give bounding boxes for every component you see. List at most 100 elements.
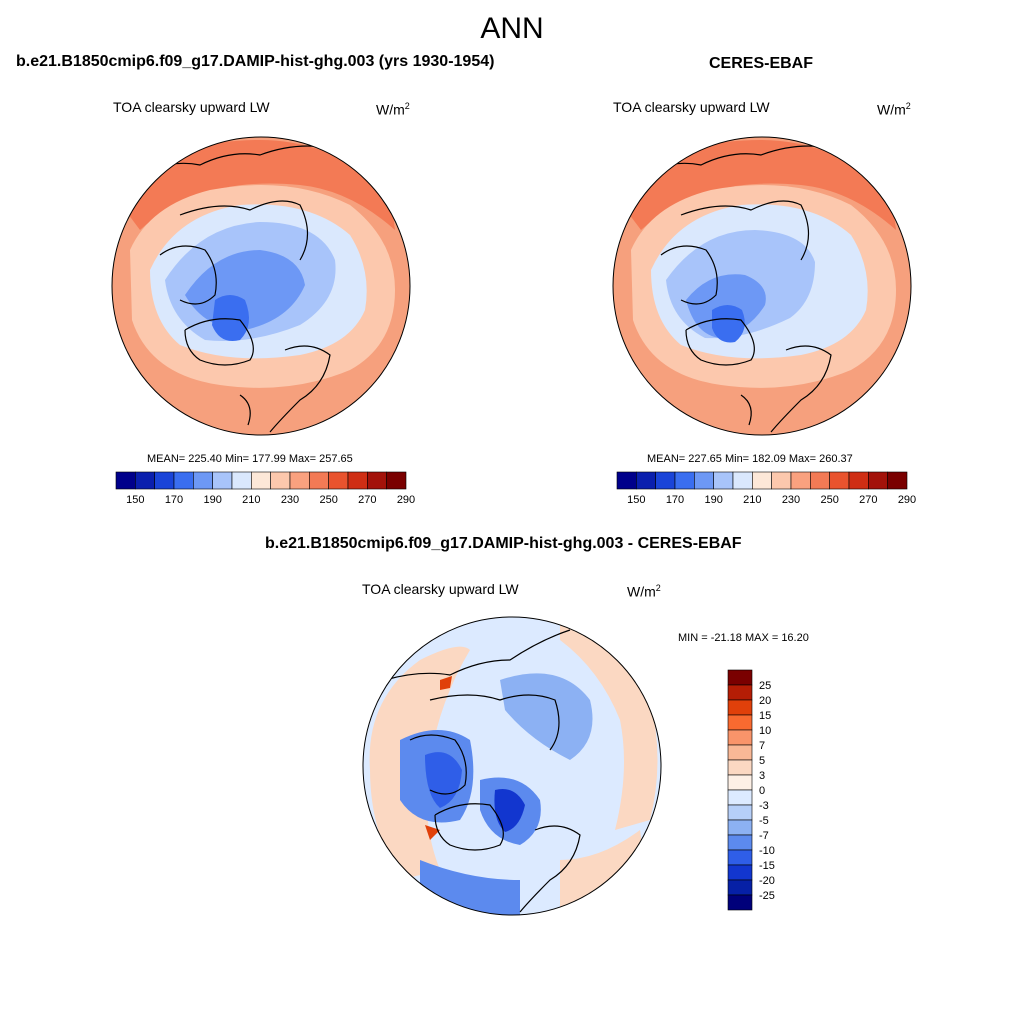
colorbar-swatch bbox=[887, 471, 908, 490]
colorbar-swatch bbox=[347, 471, 368, 490]
colorbar-swatch bbox=[309, 471, 329, 490]
colorbar-swatch bbox=[727, 864, 753, 881]
colorbar-swatch bbox=[193, 471, 213, 490]
colorbar-tick-label: -10 bbox=[759, 845, 775, 857]
colorbar-swatch bbox=[727, 759, 753, 776]
map-field-band bbox=[560, 620, 658, 830]
colorbar-tick-label: 290 bbox=[397, 494, 415, 506]
panel-obs-map-border bbox=[612, 136, 912, 436]
map-field-band bbox=[712, 305, 745, 343]
colorbar-swatch bbox=[868, 471, 888, 490]
colorbar-tick-label: 210 bbox=[743, 494, 761, 506]
colorbar-swatch bbox=[251, 471, 271, 490]
colorbar-tick-label: 150 bbox=[627, 494, 645, 506]
colorbar-tick-label: 230 bbox=[281, 494, 299, 506]
map-field-band bbox=[212, 295, 249, 341]
colorbar-swatch bbox=[829, 471, 850, 490]
colorbar-swatch bbox=[727, 729, 753, 746]
colorbar-swatch bbox=[115, 471, 136, 490]
panel-diff-map-border bbox=[362, 616, 662, 916]
colorbar-tick-label: 190 bbox=[203, 494, 221, 506]
colorbar-swatch bbox=[655, 471, 676, 490]
panel-obs-title: CERES-EBAF bbox=[709, 55, 814, 72]
panel-model-colorbar: 150 170 190 210 230 250 270 290 bbox=[115, 471, 415, 506]
panel-obs-colorbar: 150 170 190 210 230 250 270 290 bbox=[616, 471, 916, 506]
colorbar-swatch bbox=[727, 894, 753, 911]
colorbar-swatch bbox=[727, 714, 753, 731]
colorbar-swatch bbox=[732, 471, 753, 490]
map-field-band bbox=[494, 789, 525, 832]
colorbar-swatch bbox=[771, 471, 792, 490]
colorbar-tick-label: 25 bbox=[759, 680, 771, 692]
colorbar-swatch bbox=[135, 471, 155, 490]
colorbar-swatch bbox=[713, 471, 734, 490]
map-field-hotspot bbox=[425, 825, 440, 840]
colorbar-tick-label: -7 bbox=[759, 830, 769, 842]
map-field-band bbox=[613, 140, 896, 230]
panel-diff-colorbar: 25 20 15 10 7 5 3 0 -3 -5 -7 -10 -15 -20 -25 bbox=[727, 669, 775, 911]
colorbar-swatch bbox=[636, 471, 656, 490]
colorbar-tick-label: 170 bbox=[666, 494, 684, 506]
colorbar-tick-label: 20 bbox=[759, 695, 771, 707]
colorbar-swatch bbox=[727, 789, 753, 806]
colorbar-swatch bbox=[790, 471, 811, 490]
colorbar-tick-label: 250 bbox=[820, 494, 838, 506]
colorbar-tick-label: 10 bbox=[759, 725, 771, 737]
colorbar-swatch bbox=[270, 471, 291, 490]
colorbar-tick-label: -20 bbox=[759, 875, 775, 887]
colorbar-swatch bbox=[810, 471, 830, 490]
map-field-band bbox=[112, 140, 395, 230]
colorbar-swatch bbox=[727, 819, 753, 836]
colorbar-tick-label: 5 bbox=[759, 755, 765, 767]
panel-model-title: b.e21.B1850cmip6.f09_g17.DAMIP-hist-ghg.… bbox=[16, 53, 495, 70]
panel-model-map-border bbox=[111, 136, 411, 436]
coastlines bbox=[650, 145, 842, 433]
colorbar-swatch bbox=[616, 471, 637, 490]
colorbar-swatch bbox=[154, 471, 175, 490]
colorbar-swatch bbox=[727, 684, 753, 701]
colorbar-tick-label: 250 bbox=[319, 494, 337, 506]
colorbar-swatch bbox=[848, 471, 869, 490]
colorbar-tick-label: 7 bbox=[759, 740, 765, 752]
colorbar-tick-label: -3 bbox=[759, 800, 769, 812]
panel-diff-title: b.e21.B1850cmip6.f09_g17.DAMIP-hist-ghg.… bbox=[265, 535, 742, 552]
colorbar-swatch bbox=[727, 849, 753, 866]
colorbar-swatch bbox=[727, 879, 753, 896]
panel-model-variable: TOA clearsky upward LW bbox=[113, 99, 270, 115]
panel-diff-units: W/m2 bbox=[627, 583, 661, 600]
panel-model-units: W/m2 bbox=[376, 101, 410, 118]
coastlines bbox=[149, 145, 341, 433]
colorbar-swatch bbox=[694, 471, 714, 490]
colorbar-swatch bbox=[674, 471, 695, 490]
colorbar-swatch bbox=[727, 834, 753, 851]
colorbar-swatch bbox=[752, 471, 772, 490]
colorbar-swatch bbox=[727, 774, 753, 791]
figure-title: ANN bbox=[480, 12, 544, 45]
colorbar-swatch bbox=[289, 471, 310, 490]
colorbar-swatch bbox=[328, 471, 349, 490]
colorbar-tick-label: 190 bbox=[704, 494, 722, 506]
colorbar-swatch bbox=[727, 804, 753, 821]
colorbar-tick-label: 270 bbox=[859, 494, 877, 506]
map-field-band bbox=[425, 752, 462, 808]
panel-diff-map bbox=[363, 617, 661, 915]
panel-obs-map bbox=[613, 137, 911, 435]
panel-diff-stats: MIN = -21.18 MAX = 16.20 bbox=[678, 632, 809, 644]
colorbar-tick-label: 170 bbox=[165, 494, 183, 506]
colorbar-tick-label: 15 bbox=[759, 710, 771, 722]
panel-obs-stats: MEAN= 227.65 Min= 182.09 Max= 260.37 bbox=[647, 453, 853, 465]
colorbar-swatch bbox=[386, 471, 407, 490]
panel-obs-units: W/m2 bbox=[877, 101, 911, 118]
panel-diff-variable: TOA clearsky upward LW bbox=[362, 581, 519, 597]
colorbar-tick-label: 210 bbox=[242, 494, 260, 506]
colorbar-tick-label: 0 bbox=[759, 785, 765, 797]
colorbar-swatch bbox=[367, 471, 387, 490]
colorbar-swatch bbox=[727, 744, 753, 761]
colorbar-swatch bbox=[231, 471, 252, 490]
colorbar-tick-label: -25 bbox=[759, 890, 775, 902]
panel-obs-variable: TOA clearsky upward LW bbox=[613, 99, 770, 115]
colorbar-tick-label: -15 bbox=[759, 860, 775, 872]
colorbar-swatch bbox=[173, 471, 194, 490]
colorbar-swatch bbox=[727, 669, 753, 686]
